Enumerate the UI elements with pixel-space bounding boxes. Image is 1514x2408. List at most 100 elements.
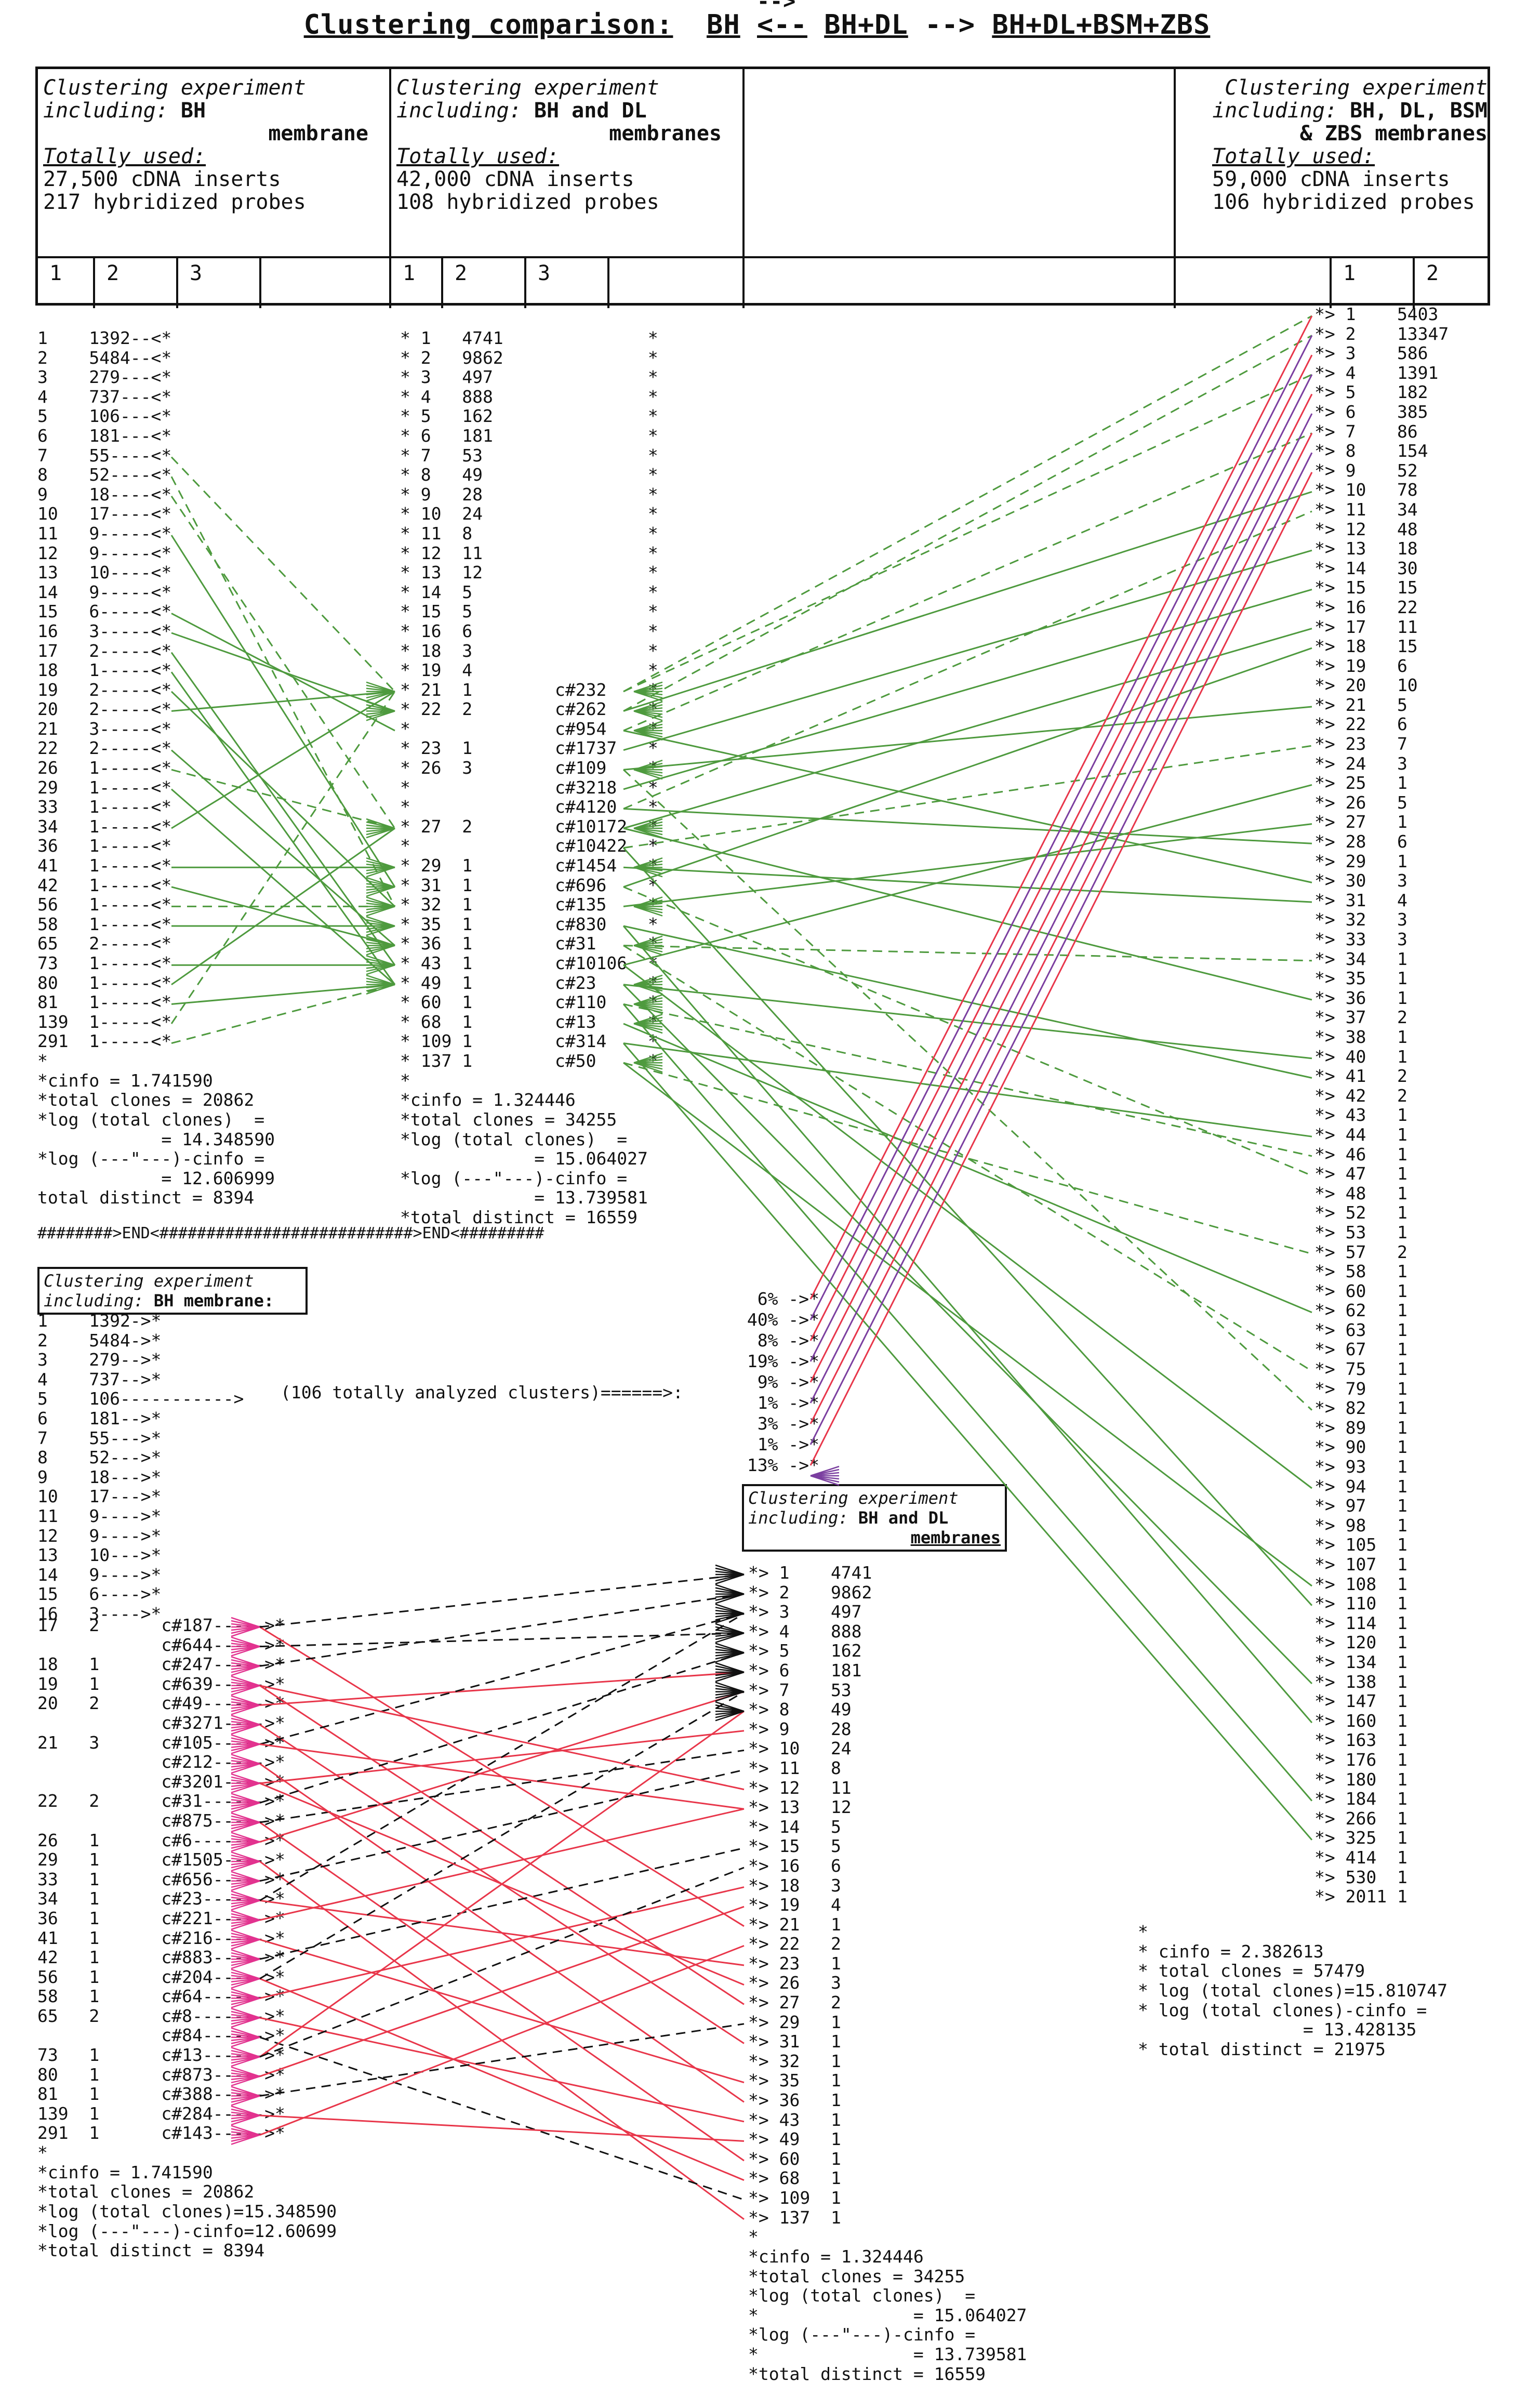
cluster-row: * 3 497 *: [400, 367, 658, 388]
col-1: 1: [391, 258, 443, 308]
connection-line: [259, 1906, 745, 2078]
cluster-row: *> 93 1: [1314, 1457, 1407, 1477]
bh-cluster-list: 1 1392--<* 2 5484--<* 3 279---<* 4 737---<*…: [37, 328, 171, 1051]
percentage-item: 8% ->*: [737, 1330, 819, 1351]
cluster-row: * 109 1 c#314 *: [400, 1031, 658, 1052]
connection-line: [623, 925, 1312, 1079]
connection-line: [366, 925, 395, 936]
connection-line: [715, 1606, 745, 1615]
cluster-row: 2 5484->*: [37, 1330, 162, 1351]
connection-line: [623, 945, 1312, 1372]
connection-line: [366, 710, 395, 718]
connection-line: [366, 863, 395, 868]
col-1: 1: [38, 258, 95, 308]
stat-line: *log (total clones) =: [37, 1109, 265, 1130]
stat-line: *cinfo = 1.741590: [37, 2162, 213, 2182]
cluster-row: 6 181---<*: [37, 425, 172, 446]
col-2: 2: [443, 258, 526, 308]
stat-line: *log (total clones) =: [400, 1129, 628, 1149]
cluster-row: *> 29 1: [748, 2012, 841, 2032]
connection-line: [715, 1573, 745, 1579]
analyzed-clusters-label: (106 totally analyzed clusters)======>:: [281, 1382, 683, 1403]
cluster-row: 22 2-----<*: [37, 738, 172, 759]
stat-line: *log (total clones)=15.348590: [37, 2201, 337, 2221]
connection-line: [170, 535, 396, 888]
stat-line: *log (---"---)-cinfo=12.60699: [37, 2220, 337, 2241]
bh-dl-cluster-list: * 1 4741 * * 2 9862 * * 3 497 * * 4 888 * * …: [400, 328, 658, 1071]
clone-row: 18 1 c#247----->*: [37, 1654, 285, 1675]
cluster-row: *> 32 3: [1314, 909, 1407, 930]
connection-line: [715, 1701, 745, 1712]
connection-line: [366, 942, 395, 946]
connection-line: [623, 1062, 1312, 1255]
bidirectional-arrow: --> <--: [756, 0, 807, 41]
connection-line: [715, 1704, 745, 1712]
cluster-row: *> 110 1: [1314, 1593, 1407, 1614]
cluster-row: *> 184 1: [1314, 1789, 1407, 1809]
connection-line: [366, 906, 395, 917]
connection-line: [259, 1651, 745, 1804]
cluster-row: 73 1-----<*: [37, 953, 172, 973]
cluster-row: *> 38 1: [1314, 1026, 1407, 1047]
cluster-row: 29 1-----<*: [37, 777, 172, 798]
connection-line: [259, 1945, 745, 2136]
connection-line: [366, 707, 395, 712]
connection-line: [171, 691, 395, 712]
connection-line: [366, 866, 395, 871]
connection-line: [715, 1691, 745, 1699]
bh-stats: * *cinfo = 1.741590 *total clones = 20862 *…: [37, 1051, 275, 1208]
cluster-row: *> 40 1: [1314, 1046, 1407, 1067]
cluster-row: 14 9---->*: [37, 1564, 162, 1585]
cluster-row: *> 105 1: [1314, 1534, 1407, 1555]
connection-line: [366, 886, 395, 891]
connection-line: [715, 1593, 745, 1598]
cluster-row: *> 48 1: [1314, 1183, 1407, 1203]
col-2: 2: [1426, 261, 1439, 285]
clone-row: 33 1 c#656----->*: [37, 1869, 285, 1889]
cluster-row: 12 9-----<*: [37, 543, 172, 563]
connection-line: [623, 432, 1312, 732]
stat-line: *: [37, 2142, 48, 2163]
cluster-row: 7 55--->*: [37, 1427, 162, 1448]
cluster-row: *> 68 1: [748, 2168, 841, 2189]
cluster-row: 8 52--->*: [37, 1447, 162, 1468]
bh-dl-cluster-list-bottom: *> 1 4741 *> 2 9862 *> 3 497 *> 4 888 *> 5 1…: [748, 1563, 872, 2227]
stat-line: *: [748, 2227, 759, 2247]
connection-line: [623, 647, 1312, 888]
stat-line: *log (---"---)-cinfo =: [37, 1148, 265, 1169]
cluster-row: 58 1-----<*: [37, 914, 172, 934]
connection-line: [366, 886, 395, 897]
bh-bottom-stats: * *cinfo = 1.741590 *total clones = 20862 *…: [37, 2143, 337, 2260]
cluster-row: * 49 1 c#23 *: [400, 972, 658, 993]
clone-row: 22 2 c#31------>*: [37, 1791, 285, 1811]
percentage-item: 6% ->*: [737, 1289, 819, 1309]
bh-dl-bsm-zbs-stats: * * cinfo = 2.382613 * total clones = 5747…: [1138, 1922, 1447, 2059]
connection-line: [715, 1632, 745, 1637]
connection-line: [622, 984, 1313, 1685]
cluster-row: * 9 28 *: [400, 484, 658, 505]
connection-line: [259, 1612, 745, 1745]
cluster-row: *> 138 1: [1314, 1671, 1407, 1692]
connection-line: [715, 1613, 745, 1624]
connection-line: [366, 964, 395, 972]
cluster-row: *> 26 5: [1314, 792, 1407, 813]
clone-row: 21 3 c#105----->*: [37, 1732, 285, 1753]
col-3: 3: [178, 258, 261, 308]
connection-line: [259, 1730, 745, 1784]
connection-line: [366, 691, 395, 696]
cluster-row: *> 530 1: [1314, 1867, 1407, 1887]
cluster-row: *> 13 12: [748, 1797, 852, 1818]
stat-line: *log (---"---)-cinfo =: [400, 1168, 628, 1188]
stat-line: * = 15.064027: [748, 2305, 1027, 2325]
cluster-row: * 8 49 *: [400, 465, 658, 485]
cluster-row: 12 9---->*: [37, 1525, 162, 1546]
stat-line: *total distinct = 8394: [37, 2240, 265, 2261]
connection-line: [170, 456, 396, 692]
cluster-row: * 35 1 c#830 *: [400, 914, 658, 934]
connection-line: [810, 1475, 840, 1480]
connection-line: [715, 1707, 745, 1712]
cluster-row: *> 14 5: [748, 1816, 841, 1837]
cluster-row: 5 106---<*: [37, 406, 172, 427]
cluster-row: *> 37 2: [1314, 1007, 1407, 1028]
connection-line: [170, 691, 396, 1024]
